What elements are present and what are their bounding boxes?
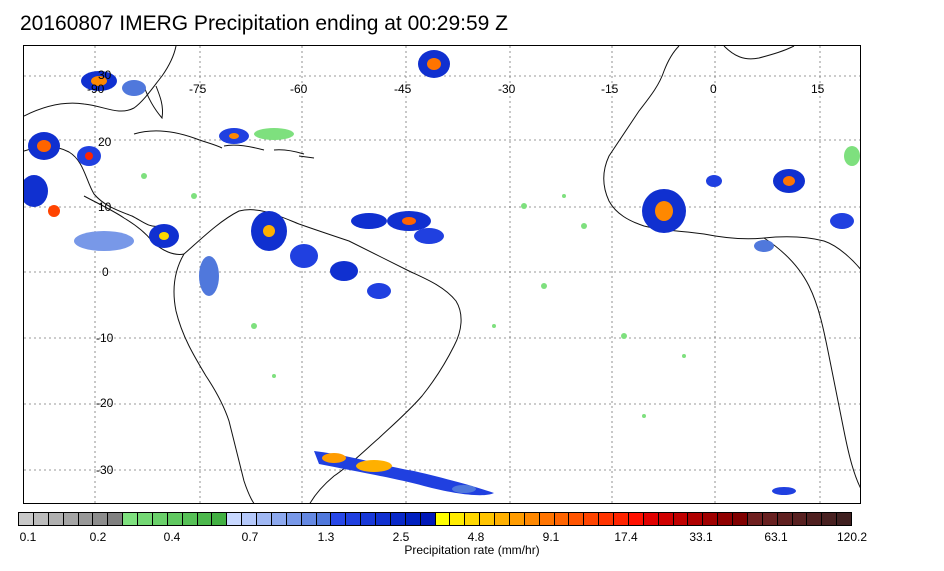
lon-label: -15	[601, 82, 619, 96]
colorbar-swatch	[197, 513, 213, 525]
colorbar-swatch	[539, 513, 555, 525]
colorbar-swatch	[78, 513, 94, 525]
colorbar-swatch	[822, 513, 838, 525]
lat-label: -20	[96, 396, 114, 410]
colorbar-swatch	[361, 513, 376, 525]
colorbar-swatch	[718, 513, 733, 525]
colorbar-swatch	[108, 513, 124, 525]
colorbar-tick-label: 120.2	[836, 530, 868, 544]
colorbar-tick-label: 63.1	[764, 530, 788, 544]
colorbar-swatch	[242, 513, 257, 525]
coastlines	[24, 46, 860, 503]
colorbar-swatch	[703, 513, 719, 525]
lon-label: -30	[498, 82, 516, 96]
colorbar-swatch	[643, 513, 659, 525]
colorbar-swatch	[837, 513, 851, 525]
colorbar-swatch	[554, 513, 570, 525]
colorbar-swatch	[390, 513, 406, 525]
colorbar-swatch	[435, 513, 451, 525]
colorbar-swatch	[747, 513, 763, 525]
colorbar-swatch	[271, 513, 287, 525]
colorbar-swatch	[524, 513, 540, 525]
colorbar-swatch	[227, 513, 243, 525]
colorbar-swatch	[628, 513, 644, 525]
colorbar-ticks: 0.1 0.2 0.4 0.7 1.3 2.5 4.8 9.1 17.4 33.…	[0, 530, 944, 546]
colorbar-swatch	[614, 513, 629, 525]
colorbar-swatch	[733, 513, 748, 525]
lat-label: -30	[96, 463, 114, 477]
map-title: 20160807 IMERG Precipitation ending at 0…	[20, 12, 508, 35]
colorbar-swatch	[167, 513, 183, 525]
colorbar-swatch	[599, 513, 614, 525]
colorbar-swatch	[19, 513, 34, 525]
colorbar-swatch	[480, 513, 495, 525]
colorbar-swatch	[376, 513, 391, 525]
colorbar-swatch	[673, 513, 689, 525]
lat-label: -10	[96, 331, 114, 345]
colorbar-swatch	[123, 513, 138, 525]
colorbar-swatch	[301, 513, 317, 525]
colorbar-swatch	[152, 513, 168, 525]
colorbar-swatch	[807, 513, 823, 525]
colorbar-tick-label: 4.8	[467, 530, 485, 544]
colorbar-swatch	[569, 513, 585, 525]
colorbar-tick-label: 2.5	[392, 530, 410, 544]
colorbar-swatch	[48, 513, 64, 525]
colorbar-swatch	[762, 513, 778, 525]
colorbar-tick-label: 0.1	[19, 530, 37, 544]
lat-label: 30	[98, 68, 112, 82]
colorbar-swatch	[93, 513, 109, 525]
colorbar-title: Precipitation rate (mm/hr)	[404, 543, 540, 557]
colorbar-swatch	[792, 513, 808, 525]
colorbar-swatch	[182, 513, 198, 525]
colorbar-swatch	[658, 513, 674, 525]
colorbar-tick-label: 0.2	[89, 530, 107, 544]
lon-label: -75	[189, 82, 207, 96]
colorbar-swatch	[212, 513, 228, 525]
map-gridlines	[24, 46, 860, 503]
lon-label: 0	[710, 82, 717, 96]
colorbar	[18, 512, 852, 526]
colorbar-tick-label: 1.3	[317, 530, 335, 544]
precipitation-map	[24, 46, 860, 503]
colorbar-swatch	[257, 513, 272, 525]
colorbar-swatch	[420, 513, 436, 525]
map-panel: -90 -75 -60 -45 -30 -15 0 15 30 20 10 0 …	[23, 45, 861, 504]
colorbar-swatch	[465, 513, 481, 525]
colorbar-swatch	[450, 513, 466, 525]
colorbar-tick-label: 0.7	[241, 530, 259, 544]
colorbar-swatch	[316, 513, 332, 525]
lon-label: -45	[394, 82, 412, 96]
lon-label: 15	[811, 82, 825, 96]
colorbar-swatch	[495, 513, 510, 525]
colorbar-swatch	[63, 513, 79, 525]
colorbar-swatch	[584, 513, 600, 525]
colorbar-swatch	[777, 513, 793, 525]
lat-label: 0	[102, 265, 109, 279]
colorbar-swatch	[688, 513, 704, 525]
colorbar-tick-label: 17.4	[614, 530, 638, 544]
colorbar-tick-label: 9.1	[542, 530, 560, 544]
colorbar-tick-label: 0.4	[163, 530, 181, 544]
colorbar-swatch	[138, 513, 153, 525]
precipitation-overlay	[24, 50, 860, 496]
lon-label: -90	[87, 82, 105, 96]
lon-label: -60	[290, 82, 308, 96]
colorbar-swatch	[346, 513, 362, 525]
lat-label: 10	[98, 200, 112, 214]
colorbar-swatch	[286, 513, 302, 525]
colorbar-swatch	[405, 513, 421, 525]
lat-label: 20	[98, 135, 112, 149]
colorbar-swatch	[331, 513, 347, 525]
colorbar-swatch	[509, 513, 525, 525]
colorbar-swatch	[33, 513, 49, 525]
colorbar-tick-label: 33.1	[689, 530, 713, 544]
